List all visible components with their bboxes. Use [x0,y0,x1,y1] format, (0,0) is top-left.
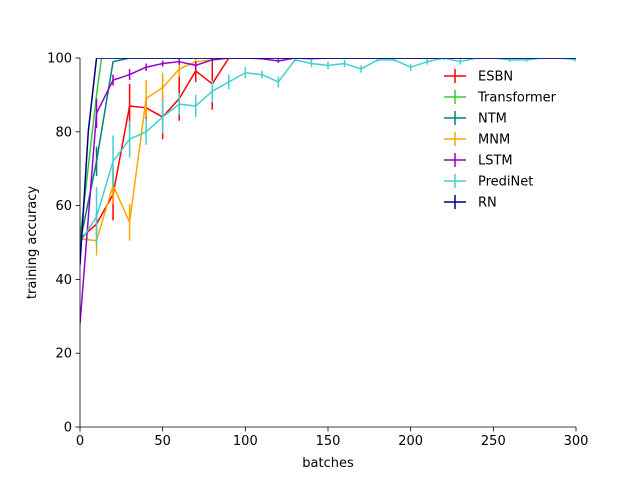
x-tick-label: 50 [154,434,171,449]
legend-label-mnm: MNM [478,133,510,148]
legend-label-transformer: Transformer [477,91,557,106]
legend-item-ntm: NTM [444,111,507,127]
series-esbn [80,58,576,240]
series-rn [80,58,576,265]
series-transformer [80,58,576,239]
y-tick-label: 60 [55,199,72,214]
series-line-ntm [80,58,576,243]
y-tick-label: 100 [47,52,72,67]
legend-label-esbn: ESBN [478,70,513,85]
series-line-esbn [80,58,576,240]
series-ntm [80,58,576,243]
y-axis-label: training accuracy [25,186,40,299]
x-tick-label: 250 [481,434,506,449]
legend-item-lstm: LSTM [444,153,513,169]
y-tick-label: 20 [55,347,72,362]
axes: 0 50 100 150 200 250 300 0 20 40 60 80 100 [47,52,588,450]
legend-item-esbn: ESBN [444,69,513,85]
series-line-mnm [80,58,576,242]
x-tick-label: 0 [76,434,84,449]
series-line-predinet [80,58,576,243]
legend-item-mnm: MNM [444,132,510,148]
legend-label-lstm: LSTM [478,154,513,169]
legend-label-predinet: PrediNet [478,175,533,190]
series-line-transformer [80,58,576,239]
series-layer [80,58,576,324]
x-tick-label: 200 [398,434,423,449]
legend-label-ntm: NTM [478,112,507,127]
legend: ESBN Transformer NTM MNM LSTM PrediNet RN [444,69,557,211]
x-axis-label: batches [302,456,354,471]
y-tick-label: 80 [55,125,72,140]
series-predinet [80,58,576,247]
legend-item-rn: RN [444,195,497,211]
legend-label-rn: RN [478,196,497,211]
y-tick-label: 0 [64,421,72,436]
y-tick-label: 40 [55,273,72,288]
series-line-rn [80,58,576,265]
x-tick-label: 150 [316,434,341,449]
x-tick-label: 100 [233,434,258,449]
legend-item-transformer: Transformer [444,90,557,106]
legend-item-predinet: PrediNet [444,174,533,190]
x-tick-label: 300 [564,434,589,449]
